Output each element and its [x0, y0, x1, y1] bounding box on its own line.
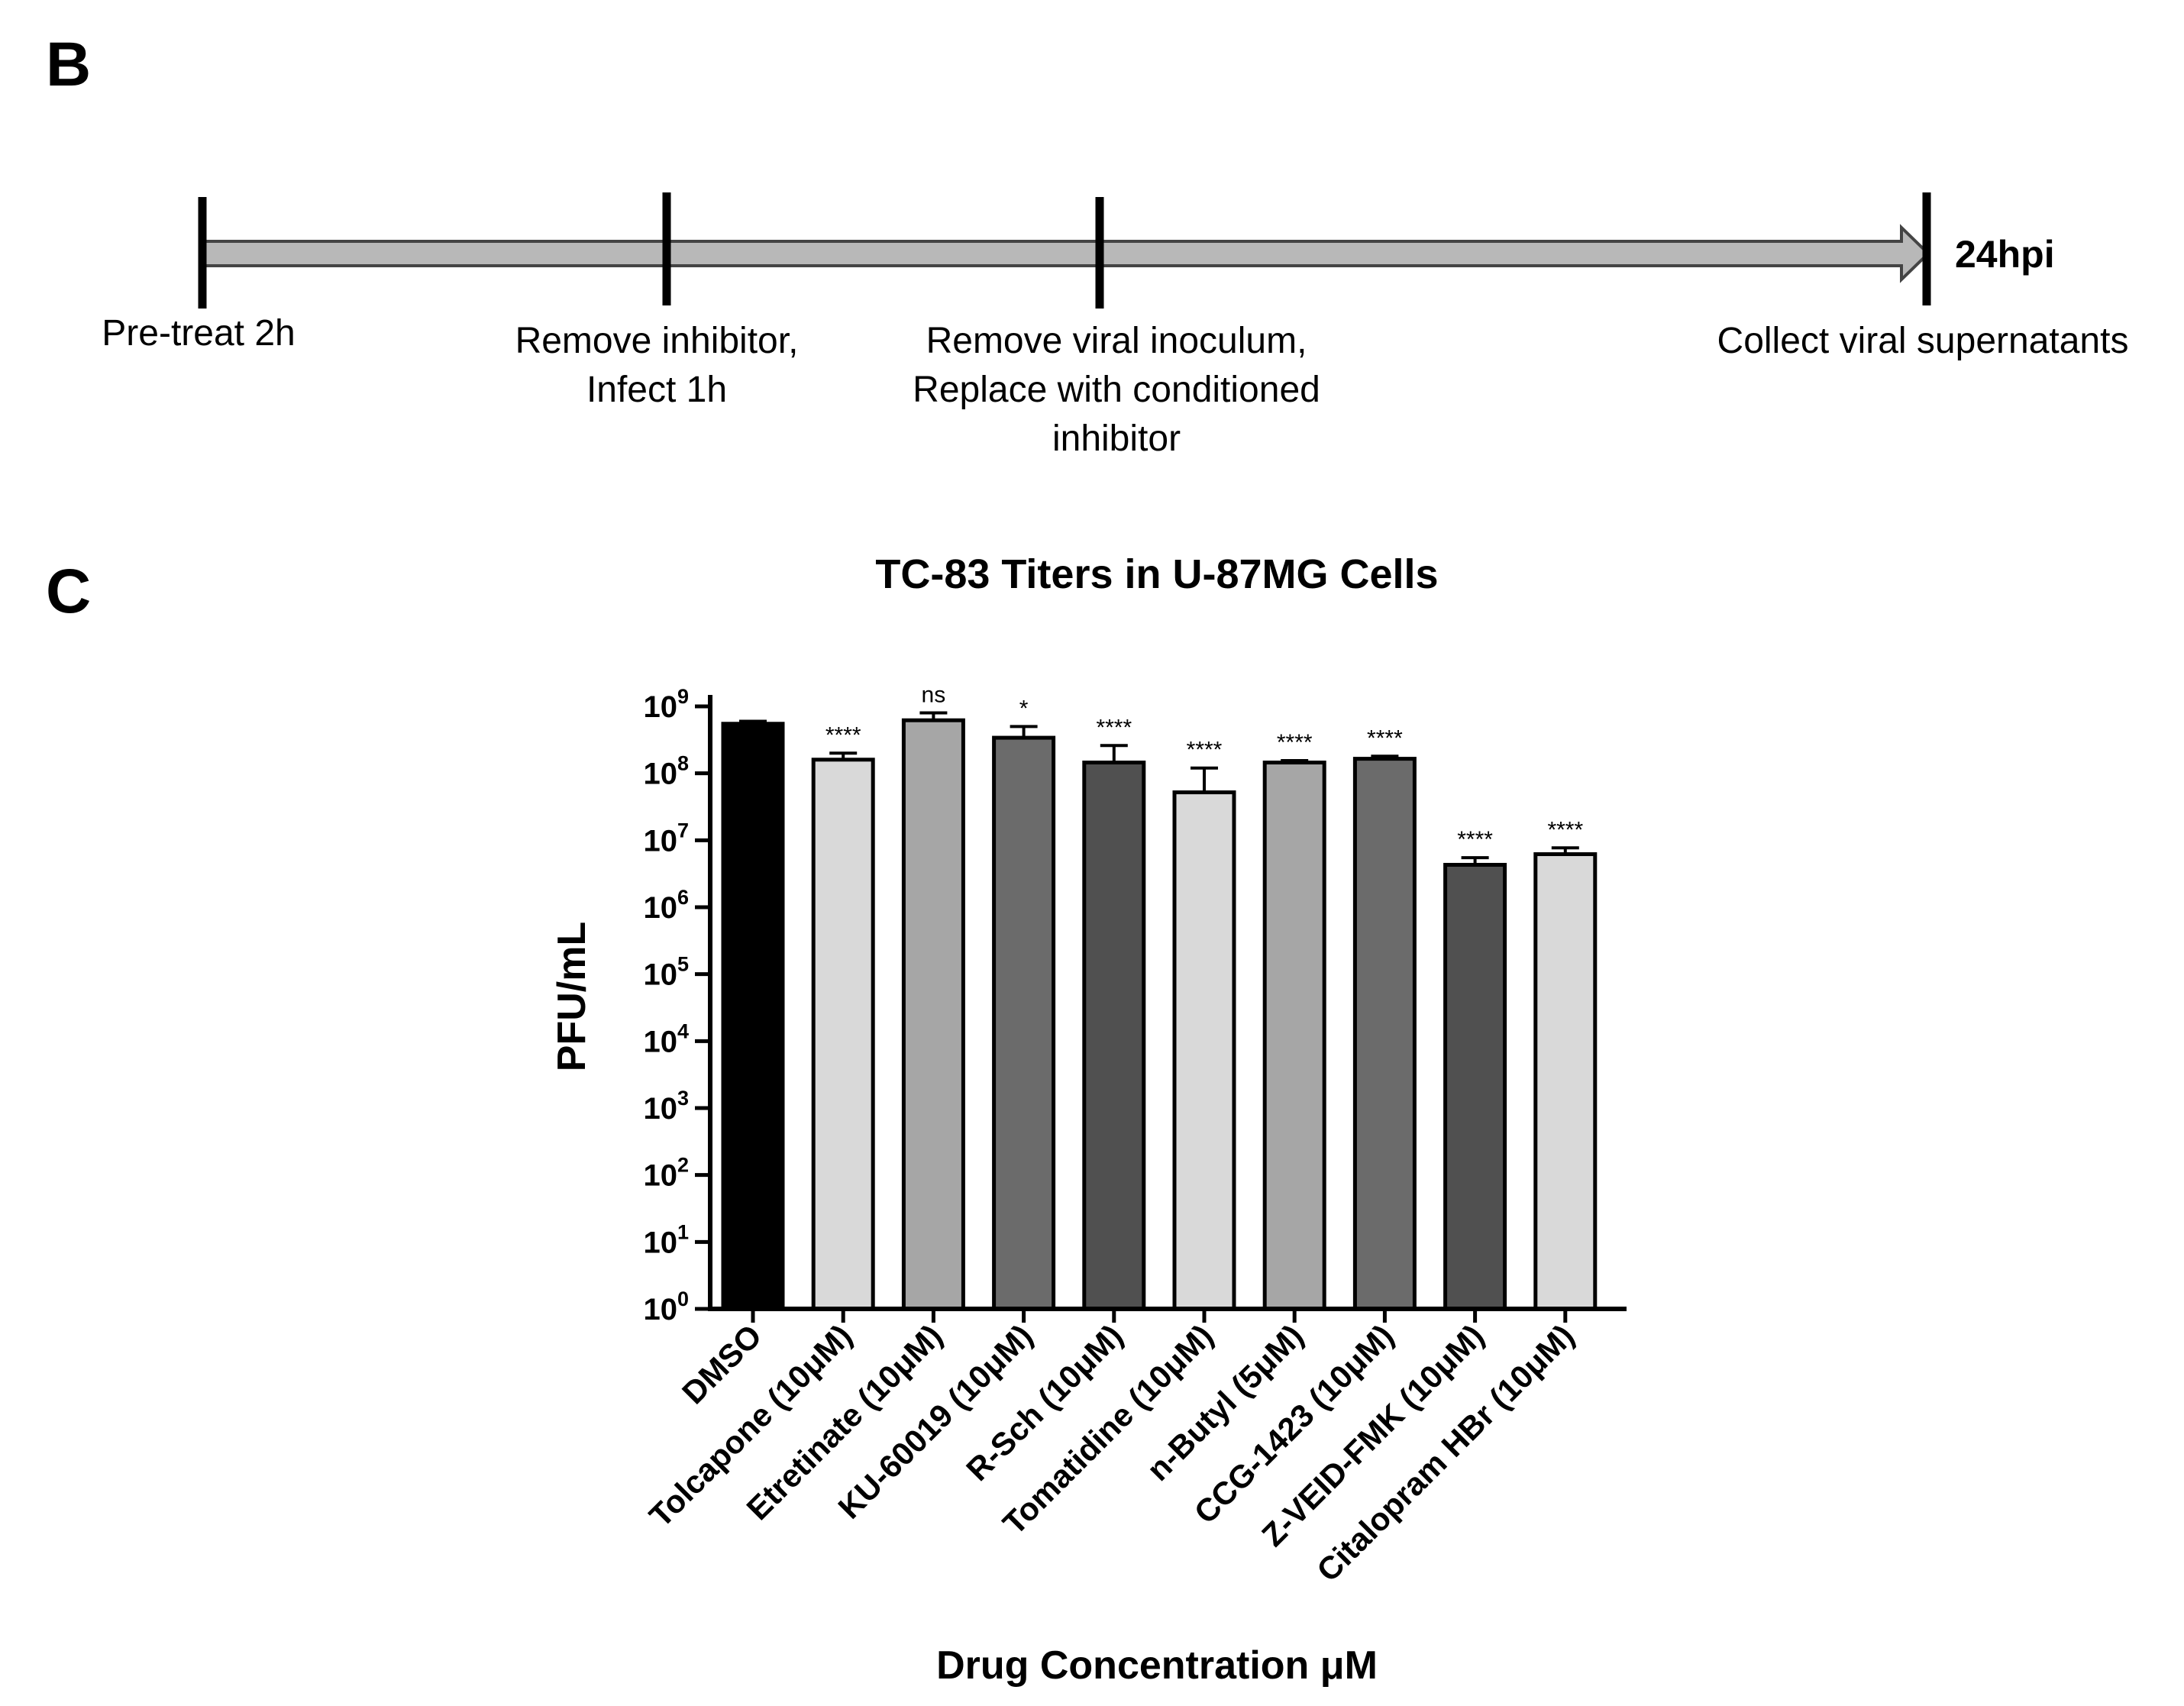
significance-label: ****: [1096, 715, 1132, 740]
significance-label: ****: [825, 722, 861, 748]
significance-label: ns: [922, 682, 946, 707]
bar: [1352, 757, 1417, 1311]
bar: [811, 758, 875, 1311]
y-tick-label: 100: [643, 1288, 689, 1326]
timeline-step-pretreat: Pre-treat 2h: [102, 313, 295, 354]
panel-label-b: B: [46, 30, 91, 99]
y-tick-label: 103: [643, 1087, 689, 1126]
chart-title: TC-83 Titers in U-87MG Cells: [875, 551, 1438, 597]
significance-label: ****: [1277, 730, 1313, 755]
bar: [1533, 852, 1598, 1311]
y-tick-label: 109: [643, 685, 689, 724]
bar: [901, 718, 965, 1311]
x-tick-label: n-Butyl (5μM): [1140, 1317, 1310, 1488]
bar: [992, 735, 1056, 1311]
bar: [721, 722, 785, 1311]
y-tick-label: 105: [643, 953, 689, 992]
y-axis-label: PFU/mL: [550, 922, 594, 1071]
significance-label: ****: [1547, 817, 1583, 842]
bar-chart: TC-83 Titers in U-87MG Cells PFU/mL Drug…: [550, 551, 1627, 1688]
y-tick-label: 101: [643, 1220, 689, 1259]
timeline-step-collect: Collect viral supernatants: [1717, 321, 2129, 361]
timeline-step-replace-line3: inhibitor: [1052, 418, 1181, 459]
timeline-end-label: 24hpi: [1955, 233, 2055, 276]
y-tick-label: 107: [643, 819, 689, 858]
bar: [1262, 761, 1326, 1311]
timeline-step-infect-line2: Infect 1h: [586, 370, 727, 410]
bar: [1443, 862, 1507, 1311]
y-tick-label: 102: [643, 1154, 689, 1193]
significance-label: *: [1019, 696, 1029, 721]
y-axis-ticks: 100 101 102 103 104 105 106 107 108 109: [643, 685, 710, 1326]
timeline-step-infect-line1: Remove inhibitor,: [515, 321, 799, 361]
bar: [1172, 790, 1236, 1311]
x-tick-label: R-Sch (10μM): [959, 1317, 1129, 1488]
bars-group: ****ns********* **** ******** ****: [721, 682, 1598, 1311]
bar: [1082, 761, 1146, 1311]
x-axis-label: Drug Concentration μM: [936, 1643, 1378, 1688]
significance-label: ****: [1367, 725, 1403, 751]
significance-label: ****: [1457, 827, 1493, 852]
timeline: 24hpi Pre-treat 2h Remove inhibitor, Inf…: [102, 192, 2128, 459]
y-tick-label: 106: [643, 886, 689, 925]
timeline-step-replace-line1: Remove viral inoculum,: [926, 321, 1307, 361]
y-tick-label: 104: [643, 1019, 689, 1058]
y-tick-label: 108: [643, 752, 689, 791]
panel-label-c: C: [46, 557, 91, 626]
significance-label: ****: [1187, 738, 1223, 763]
timeline-step-replace-line2: Replace with conditioned: [913, 370, 1320, 410]
timeline-arrow: [201, 224, 1930, 283]
